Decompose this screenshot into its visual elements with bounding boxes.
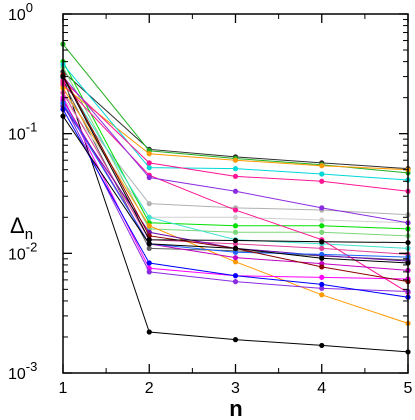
data-point <box>319 229 325 235</box>
data-point <box>232 157 239 163</box>
data-point <box>232 207 239 213</box>
data-point <box>146 160 152 166</box>
data-point <box>319 239 325 245</box>
data-point <box>232 188 239 194</box>
data-point <box>232 255 239 261</box>
data-point <box>146 260 152 266</box>
series-line <box>62 43 409 174</box>
x-axis-label: n <box>229 396 242 420</box>
y-tick-base: 10 <box>8 246 26 263</box>
data-point <box>232 214 239 220</box>
data-point <box>319 281 325 288</box>
y-tick-label: 10-2 <box>8 239 37 263</box>
y-tick-base: 10 <box>8 7 26 24</box>
y-tick-exponent: -1 <box>26 120 38 135</box>
data-point <box>319 292 325 298</box>
data-point <box>319 285 325 291</box>
data-point <box>319 255 325 261</box>
data-point <box>232 237 239 244</box>
data-point <box>319 274 325 280</box>
data-point <box>232 173 239 179</box>
y-tick-exponent: -2 <box>26 239 38 254</box>
data-point <box>146 201 152 207</box>
y-tick-label: 10-1 <box>8 120 37 144</box>
data-point <box>319 251 325 257</box>
data-point <box>319 171 325 177</box>
y-tick-base: 10 <box>8 366 26 383</box>
data-point <box>319 217 325 223</box>
data-point <box>232 259 239 265</box>
data-point <box>146 214 152 220</box>
data-point <box>319 178 325 184</box>
data-point <box>319 245 325 251</box>
data-point <box>232 166 239 172</box>
data-point <box>232 337 239 343</box>
series-8 <box>60 64 411 239</box>
data-point <box>319 163 325 169</box>
x-tick-label: 2 <box>145 380 154 397</box>
series-18 <box>60 73 411 226</box>
data-point <box>146 241 152 247</box>
y-axis-label-subscript: n <box>25 226 33 243</box>
data-point <box>232 273 239 279</box>
data-point <box>146 245 152 251</box>
data-point <box>319 223 325 229</box>
data-point <box>146 151 152 157</box>
data-point <box>319 205 325 211</box>
x-tick-label: 1 <box>59 380 68 397</box>
data-point <box>232 249 239 255</box>
y-axis-label: Δn <box>10 213 33 243</box>
x-tick-label: 3 <box>231 380 240 397</box>
y-tick-label: 10-3 <box>8 359 37 383</box>
y-tick-base: 10 <box>8 127 26 144</box>
x-tick-label: 4 <box>317 380 326 397</box>
data-point <box>319 264 325 270</box>
data-point <box>146 223 152 229</box>
series-line <box>62 71 409 170</box>
data-point <box>232 279 239 285</box>
y-tick-exponent: 0 <box>26 0 33 15</box>
data-point <box>146 237 152 243</box>
data-point <box>232 229 239 235</box>
y-axis-label-main: Δ <box>10 213 25 238</box>
series-11 <box>60 61 411 183</box>
data-point <box>232 223 239 229</box>
data-point <box>232 245 239 251</box>
series-layer <box>60 41 411 355</box>
series-line <box>62 92 409 216</box>
data-point <box>146 329 152 335</box>
data-point <box>319 342 325 349</box>
x-tick-label: 5 <box>404 380 413 397</box>
data-point <box>146 174 152 181</box>
y-tick-label: 100 <box>8 0 33 24</box>
data-point <box>146 165 152 171</box>
y-tick-exponent: -3 <box>26 359 38 374</box>
data-point <box>146 269 152 275</box>
